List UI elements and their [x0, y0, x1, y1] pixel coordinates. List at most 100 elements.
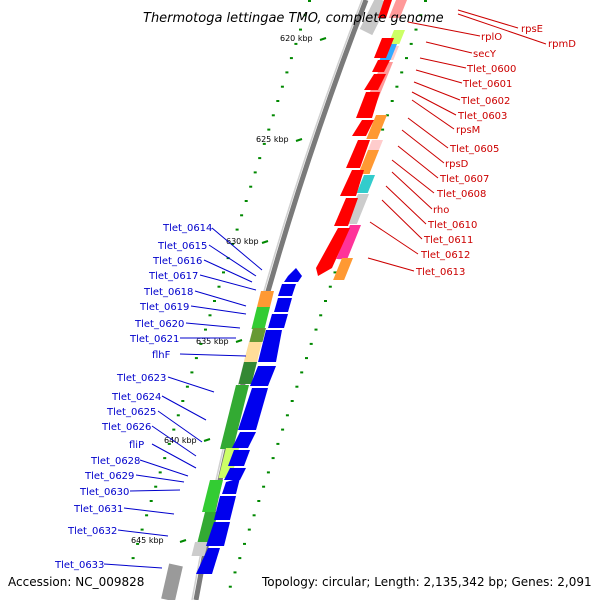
leader-line [199, 274, 257, 291]
cds-arrow-red [356, 92, 380, 118]
tick-dot [185, 385, 189, 388]
gray-ring-bottom [161, 563, 183, 600]
cog-block [336, 225, 361, 259]
tick-640: 640 kbp [164, 436, 211, 445]
tick-dot [228, 585, 232, 588]
tick-dot [308, 0, 311, 2]
gene-label: Tlet_0610 [427, 220, 477, 231]
gene-label: Tlet_0615 [157, 241, 207, 252]
cds-arrow-blue [196, 548, 220, 574]
leader-line [457, 9, 519, 29]
gene-label: secY [473, 49, 497, 60]
cds-arrow-blue [214, 496, 236, 520]
tick-dot [258, 157, 262, 160]
gene-label: rpmD [548, 39, 576, 50]
gene-label: Tlet_0611 [423, 235, 473, 246]
gene-label: Tlet_0601 [462, 79, 512, 90]
tick-dot [290, 400, 294, 402]
tick-dot [262, 142, 266, 145]
cds-arrow-blue [238, 388, 268, 430]
cog-block [333, 258, 353, 280]
tick-dot [238, 557, 242, 560]
leader-line [415, 69, 463, 84]
gene-label: Tlet_0616 [152, 256, 202, 267]
leader-line [151, 443, 197, 469]
tick-dot [154, 485, 158, 488]
tick-dot [208, 314, 212, 317]
gene-label: Tlet_0603 [457, 111, 507, 122]
cds-forward-strand [316, 0, 394, 276]
map-title: Thermotoga lettingae TMO, complete genom… [143, 11, 444, 26]
gene-label: Tlet_0608 [436, 189, 486, 200]
leader-line [185, 322, 241, 329]
tick-dot [281, 428, 285, 431]
tick-dot [231, 242, 235, 245]
gene-labels-right: rpsE rpmD rplO secY Tlet_0600 Tlet_0601 … [415, 24, 576, 278]
tick-dot [299, 28, 302, 31]
gene-label: Tlet_0614 [162, 223, 212, 234]
tick-dot [204, 328, 207, 331]
gene-label: Tlet_0612 [420, 250, 470, 261]
leader-line [381, 199, 423, 240]
leader-line [135, 474, 185, 483]
tick-dot [136, 542, 140, 545]
tick-dot [243, 542, 246, 545]
tick-dot [257, 500, 261, 502]
tick-dot [395, 85, 399, 88]
leader-line [407, 117, 449, 149]
tick-dot [309, 342, 313, 345]
gene-label: Tlet_0620 [134, 319, 184, 330]
tick-group: 620 kbp 625 kbp 630 kbp 635 kbp 640 kbp … [131, 34, 327, 545]
tick-dot [385, 114, 389, 117]
tick-dot [285, 414, 289, 417]
cog-block [244, 342, 262, 362]
leader-line [103, 563, 163, 569]
gene-label: Tlet_0623 [116, 373, 166, 384]
gene-label: Tlet_0629 [84, 471, 134, 482]
leader-line [151, 425, 197, 457]
tick-dot [145, 514, 149, 517]
tick-dot [262, 485, 266, 488]
tick-645: 645 kbp [131, 536, 187, 545]
leader-line [367, 257, 415, 272]
gene-label: Tlet_0621 [129, 334, 179, 345]
cog-block [251, 307, 270, 329]
tick-dot [405, 57, 408, 60]
cog-block [356, 175, 375, 193]
tick-dot [333, 271, 337, 274]
cog-block [345, 194, 369, 224]
gene-label: rho [433, 205, 449, 216]
leader-line [208, 244, 257, 277]
cds-arrow-red [316, 228, 350, 276]
tick-label: 640 kbp [164, 436, 197, 445]
tick-label: 645 kbp [131, 536, 164, 545]
cds-arrow-red [364, 74, 386, 90]
cog-block [358, 150, 379, 174]
cds-arrow-red [352, 120, 374, 136]
tick-label: 620 kbp [280, 34, 313, 43]
gene-label: rpsE [521, 24, 543, 35]
tick-dot [149, 500, 153, 502]
gene-label: fliP [129, 440, 144, 451]
tick-dot [271, 457, 275, 460]
leader-line [419, 57, 467, 69]
cds-reverse-strand [196, 268, 302, 574]
tick-dot [163, 457, 167, 460]
leader-line [203, 259, 253, 283]
tick-dot [217, 285, 221, 288]
gene-labels-left: Tlet_0614 Tlet_0615 Tlet_0616 Tlet_0617 … [54, 223, 212, 571]
footer-accession: Accession: NC_009828 [8, 575, 144, 589]
tick-dot [253, 171, 257, 174]
leader-line [411, 99, 455, 130]
cds-arrow-blue [278, 284, 296, 296]
gene-label: rplO [481, 32, 502, 43]
leader-line [401, 129, 445, 164]
leader-line [161, 395, 207, 421]
gene-label: Tlet_0619 [139, 302, 189, 313]
cds-arrow-red [346, 140, 370, 168]
leader-line [139, 459, 189, 477]
tick-dot [252, 514, 256, 517]
gene-label: Tlet_0617 [148, 271, 198, 282]
tick-dot [324, 300, 327, 302]
tick-dot [295, 385, 299, 388]
